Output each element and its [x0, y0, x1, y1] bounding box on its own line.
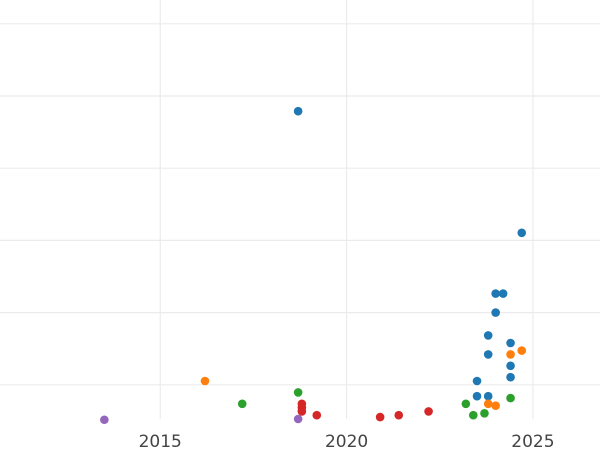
grid	[0, 0, 600, 419]
data-point-s0-3	[498, 289, 508, 298]
data-point-s0-1	[517, 228, 527, 238]
data-point-s4-1	[293, 414, 303, 424]
data-points	[100, 106, 527, 425]
data-point-s3-2	[297, 407, 307, 416]
x-tick-label-1: 2020	[325, 432, 368, 450]
data-point-s2-5	[506, 393, 515, 403]
data-point-s0-10	[472, 376, 482, 386]
data-point-s1-4	[491, 401, 500, 411]
x-tick-label-0: 2015	[139, 432, 182, 450]
data-point-s1-1	[506, 350, 515, 359]
x-tick-label-2: 2025	[511, 432, 554, 450]
x-axis: 2015 2020 2025	[139, 432, 555, 450]
data-point-s3-3	[312, 410, 322, 420]
data-point-s0-6	[483, 331, 493, 340]
data-point-s0-9	[506, 372, 515, 382]
data-point-s0-5	[506, 338, 515, 348]
data-point-s1-2	[517, 346, 527, 355]
data-point-s1-0	[200, 376, 210, 386]
data-point-s2-4	[480, 409, 489, 418]
data-point-s3-4	[375, 412, 385, 422]
data-point-s0-7	[483, 350, 493, 359]
data-point-s0-12	[483, 391, 493, 401]
data-point-s2-3	[468, 410, 478, 420]
data-point-s3-5	[394, 410, 404, 420]
data-point-s2-1	[237, 399, 247, 409]
data-point-s4-0	[100, 415, 109, 425]
data-point-s3-6	[424, 407, 433, 416]
data-point-s1-3	[483, 399, 493, 409]
data-point-s0-4	[491, 308, 500, 317]
data-point-s0-2	[491, 289, 500, 298]
data-point-s2-2	[461, 399, 471, 409]
data-point-s0-8	[506, 361, 515, 371]
data-point-s0-11	[472, 391, 482, 401]
data-point-s0-0	[293, 106, 303, 116]
data-point-s2-0	[293, 388, 303, 397]
